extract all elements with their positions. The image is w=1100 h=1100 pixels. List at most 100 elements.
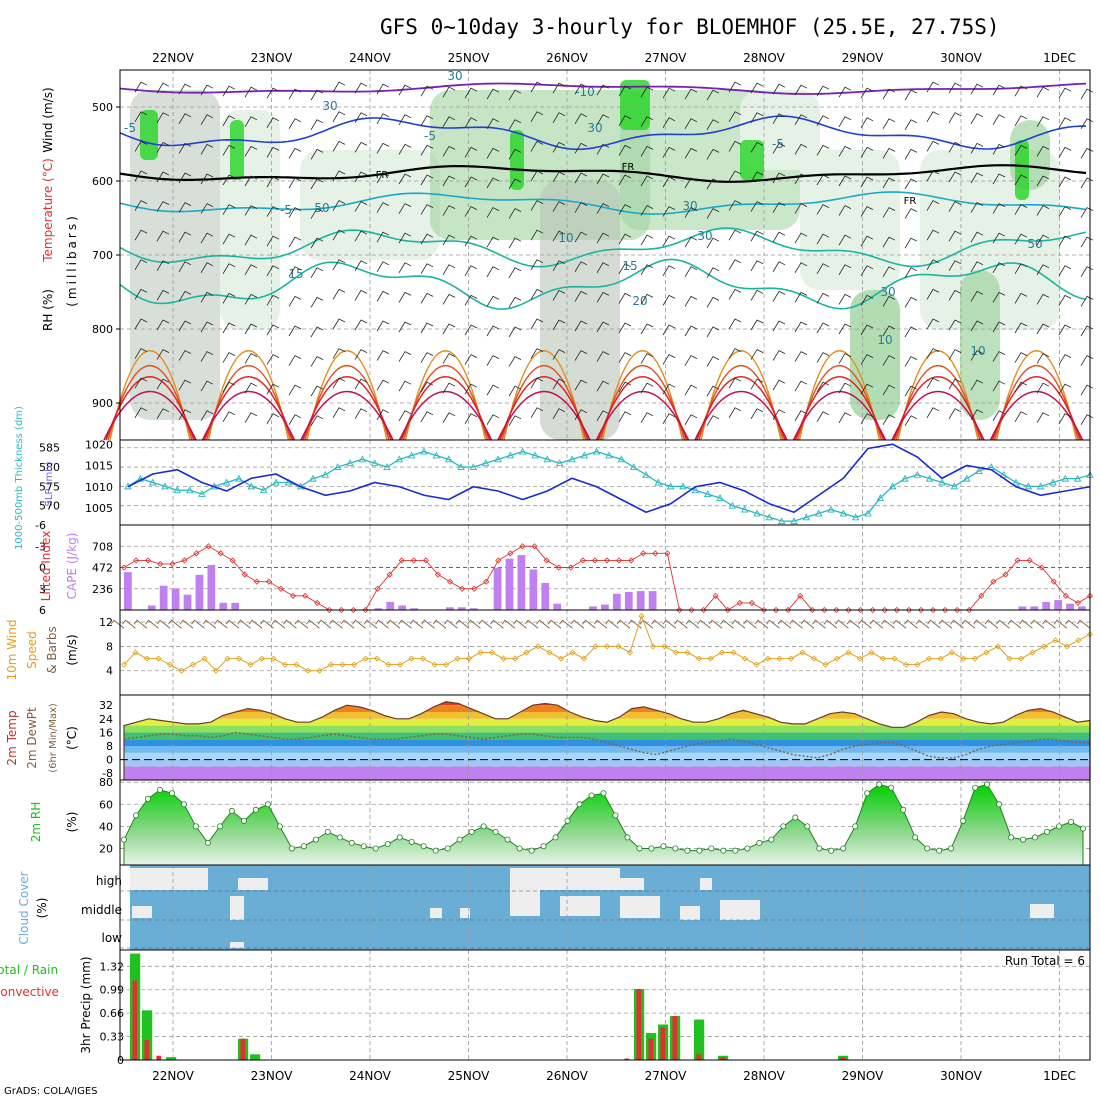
wind-barb bbox=[530, 318, 544, 330]
wind-barb-10m bbox=[306, 619, 320, 629]
li-marker bbox=[169, 560, 176, 568]
wind-barb bbox=[992, 351, 1006, 362]
wind-barb bbox=[1058, 146, 1072, 158]
wind10m-panel: 12 8 4 bbox=[99, 609, 1094, 696]
isotherm-15 bbox=[119, 258, 1087, 310]
rh2m-marker bbox=[936, 847, 943, 854]
contour-label: -5 bbox=[124, 121, 136, 135]
precip-conv-bar bbox=[696, 1054, 702, 1060]
cape-bar bbox=[219, 602, 228, 610]
wind-barb bbox=[486, 325, 500, 337]
rh2m-marker bbox=[444, 845, 451, 852]
wind-barb bbox=[354, 319, 368, 331]
rh2m-marker bbox=[528, 847, 535, 854]
rh2m-marker bbox=[264, 801, 271, 808]
wind-barb bbox=[178, 350, 192, 361]
wind-barb bbox=[574, 261, 588, 273]
rh2m-marker bbox=[732, 847, 739, 854]
wind-barb-10m bbox=[950, 619, 964, 629]
wind-barb bbox=[486, 147, 500, 159]
warm-isotherm bbox=[792, 390, 887, 441]
wind-barb bbox=[926, 170, 940, 182]
wind-barb bbox=[970, 379, 984, 391]
cloud-clear-block bbox=[620, 878, 644, 890]
rh2m-panel: 80 60 40 20 bbox=[99, 776, 1091, 866]
isotherm-minus10 bbox=[119, 82, 1087, 95]
li-marker bbox=[543, 557, 550, 564]
wind-barb bbox=[552, 260, 566, 272]
precip-frame bbox=[119, 949, 1091, 1061]
wind-barb bbox=[750, 171, 764, 183]
wind-barb bbox=[1058, 235, 1072, 247]
wind-barb bbox=[1058, 87, 1072, 99]
li-marker bbox=[1002, 571, 1009, 578]
wind-barb bbox=[332, 318, 346, 330]
wind-barb bbox=[750, 349, 764, 360]
thickness-marker bbox=[568, 455, 576, 463]
contour-label: 50 bbox=[314, 201, 329, 215]
slp-line bbox=[127, 443, 1091, 514]
thickness-marker bbox=[469, 463, 478, 470]
wind-barb bbox=[244, 353, 258, 364]
wind-barb bbox=[530, 407, 544, 419]
wind-barb bbox=[596, 351, 610, 362]
wind-barb bbox=[992, 173, 1006, 185]
wind-barb bbox=[376, 231, 390, 243]
wind-barb bbox=[530, 111, 544, 123]
date-label-bottom: 27NOV bbox=[645, 1069, 687, 1083]
wind-barb bbox=[156, 112, 170, 124]
wind-barb bbox=[156, 408, 170, 420]
wind-speed-marker bbox=[189, 661, 197, 668]
wind-barb-10m bbox=[754, 619, 769, 629]
wind-barb bbox=[376, 409, 390, 421]
thickness-tick-label: 570 bbox=[39, 500, 60, 513]
thickness-marker bbox=[531, 451, 539, 459]
li-marker bbox=[374, 585, 381, 592]
thickness-marker bbox=[161, 482, 169, 490]
wind-barb bbox=[266, 146, 280, 158]
wind-barb-10m bbox=[731, 619, 746, 629]
li-marker bbox=[712, 592, 719, 599]
rh2m-marker bbox=[768, 836, 775, 843]
wind-barb bbox=[574, 83, 588, 95]
wind-barb bbox=[574, 113, 588, 125]
wind-barb bbox=[332, 200, 346, 211]
wind-barb bbox=[552, 82, 566, 94]
wind-barb bbox=[222, 381, 236, 393]
wind-barb bbox=[1058, 383, 1072, 395]
wind-speed-marker bbox=[649, 643, 657, 650]
rh2m-marker bbox=[744, 845, 751, 852]
warm-isotherm bbox=[796, 364, 883, 441]
wind-barb bbox=[948, 378, 962, 390]
thickness-marker bbox=[1061, 474, 1070, 482]
cape-bar bbox=[589, 606, 597, 610]
warm-isotherm bbox=[503, 350, 585, 441]
precip-conv-bar bbox=[648, 1038, 654, 1060]
rh2m-marker bbox=[121, 836, 128, 843]
wind-barb bbox=[772, 379, 786, 391]
thickness-marker bbox=[666, 482, 675, 490]
wind-barb-10m bbox=[352, 619, 366, 629]
wind-barb bbox=[134, 229, 148, 241]
cloud-clear-block bbox=[510, 890, 540, 916]
warm-isotherm bbox=[601, 350, 684, 441]
wind-barb bbox=[442, 353, 456, 364]
wind-speed-marker bbox=[408, 655, 415, 662]
warm-isotherm bbox=[891, 390, 985, 441]
rh2m-marker bbox=[372, 845, 379, 852]
wind-barb bbox=[288, 325, 302, 337]
ylabel-cloud-unit: (%) bbox=[35, 898, 49, 919]
rh2m-marker bbox=[300, 843, 307, 850]
li-marker bbox=[253, 578, 260, 585]
wind-barb bbox=[354, 141, 368, 153]
wind-speed-marker bbox=[891, 655, 898, 662]
wind-barb bbox=[530, 288, 544, 300]
wind-barb bbox=[860, 265, 874, 277]
wind-barb-10m bbox=[317, 619, 332, 629]
wind-barb-10m bbox=[133, 619, 148, 629]
precip-conv-bar bbox=[132, 980, 138, 1060]
wind-barb bbox=[332, 377, 346, 389]
thickness-marker bbox=[740, 505, 749, 513]
rh2m-marker bbox=[984, 781, 991, 788]
rh-shading-area bbox=[540, 180, 620, 440]
